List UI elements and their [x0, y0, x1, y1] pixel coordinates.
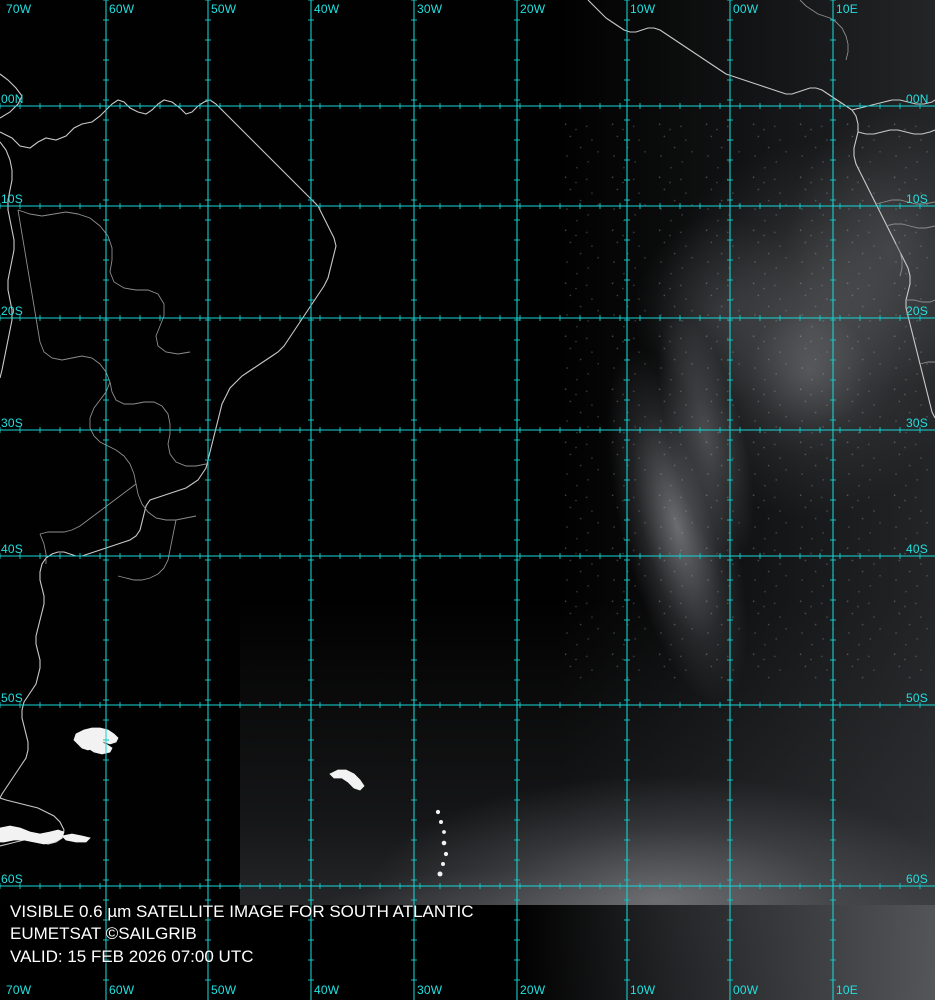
political-borders-south-america [17, 209, 207, 581]
caption-title-line: VISIBLE 0.6 µm SATELLITE IMAGE FOR SOUTH… [10, 901, 474, 921]
caption-source-line: EUMETSAT ©SAILGRIB [10, 924, 197, 944]
caption-valid-line: VALID: 15 FEB 2026 07:00 UTC [10, 946, 254, 966]
island-falkland-islands [73, 727, 119, 755]
image-caption: VISIBLE 0.6 µm SATELLITE IMAGE FOR SOUTH… [10, 901, 474, 968]
coastline-south-america [0, 73, 337, 847]
grid-minor-ticks [0, 0, 921, 981]
islands-south-sandwich [435, 809, 449, 877]
island-tierra-del-fuego [0, 825, 91, 845]
island-south-georgia [329, 769, 365, 791]
political-borders-africa [799, 0, 935, 365]
